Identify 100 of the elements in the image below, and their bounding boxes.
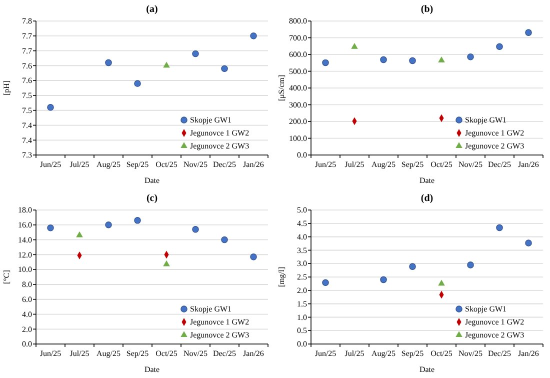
legend-label: Jegunovce 1 GW2 bbox=[190, 318, 250, 327]
y-tick-label: 14.0 bbox=[18, 235, 32, 244]
y-tick-label: 7.4 bbox=[22, 136, 32, 145]
y-tick-label: 3.5 bbox=[297, 246, 307, 255]
y-tick-label: 500.0 bbox=[289, 66, 307, 76]
legend-label: Skopje GW1 bbox=[465, 116, 507, 125]
point bbox=[351, 43, 358, 49]
y-tick-label: 800.0 bbox=[289, 16, 307, 26]
y-tick-label: 0.0 bbox=[22, 340, 32, 349]
y-tick-label: 4.0 bbox=[22, 310, 32, 319]
y-tick-label: 16.0 bbox=[18, 220, 32, 230]
legend-label: Jegunovce 1 GW2 bbox=[465, 128, 524, 138]
point bbox=[380, 276, 387, 284]
legend-label: Jegunovce 2 GW3 bbox=[190, 330, 250, 340]
x-tick-label: Nov/25 bbox=[184, 349, 208, 358]
y-axis-title: [mg/l] bbox=[277, 266, 286, 287]
x-tick-label: Jan/26 bbox=[518, 160, 539, 169]
x-tick-label: Jul/25 bbox=[70, 160, 90, 169]
point bbox=[322, 59, 329, 66]
point bbox=[525, 29, 532, 36]
point bbox=[105, 59, 112, 66]
point bbox=[76, 231, 83, 238]
point bbox=[322, 279, 329, 286]
y-tick-label: 0.5 bbox=[297, 326, 307, 336]
y-tick-label: 400.0 bbox=[289, 84, 307, 93]
x-axis-title: Date bbox=[144, 365, 160, 374]
x-tick-label: Aug/25 bbox=[96, 160, 120, 169]
y-tick-label: 8.0 bbox=[22, 280, 32, 290]
x-tick-label: Oct/25 bbox=[156, 160, 178, 169]
y-tick-label: 7.8 bbox=[22, 16, 32, 26]
y-tick-label: 18.0 bbox=[18, 206, 32, 215]
x-tick-label: Aug/25 bbox=[372, 160, 396, 169]
y-tick-label: 4.0 bbox=[297, 232, 307, 242]
y-tick-label: 2.0 bbox=[297, 286, 307, 296]
point bbox=[467, 53, 474, 60]
x-tick-label: Dec/25 bbox=[212, 160, 236, 169]
point bbox=[47, 104, 54, 111]
point bbox=[134, 80, 141, 87]
chart-title: (b) bbox=[420, 4, 434, 15]
x-tick-label: Jan/26 bbox=[243, 349, 264, 358]
y-tick-label: 7.7 bbox=[22, 32, 32, 41]
y-tick-label: 7.6 bbox=[22, 61, 32, 70]
point bbox=[438, 280, 445, 286]
y-tick-label: 6.0 bbox=[22, 294, 32, 304]
x-axis-title: Date bbox=[144, 176, 160, 185]
x-tick-label: Oct/25 bbox=[430, 160, 452, 169]
x-tick-label: Oct/25 bbox=[156, 349, 178, 358]
y-tick-label: 1.5 bbox=[297, 299, 307, 308]
point bbox=[467, 262, 474, 268]
y-tick-label: 200.0 bbox=[289, 117, 307, 126]
point bbox=[163, 260, 170, 266]
x-tick-label: Jul/25 bbox=[344, 349, 364, 358]
point bbox=[496, 43, 503, 50]
legend-label: Skopje GW1 bbox=[465, 304, 507, 314]
chart-title: (a) bbox=[146, 4, 158, 15]
point bbox=[409, 57, 416, 64]
y-tick-label: 5.0 bbox=[297, 206, 307, 215]
point bbox=[192, 50, 199, 58]
x-tick-label: Nov/25 bbox=[458, 349, 482, 358]
point bbox=[250, 254, 257, 260]
x-tick-label: Jan/26 bbox=[243, 160, 264, 169]
x-tick-label: Sep/25 bbox=[126, 160, 149, 169]
y-tick-label: 2.5 bbox=[297, 272, 307, 282]
point bbox=[496, 224, 503, 232]
point bbox=[105, 222, 112, 228]
y-tick-label: 600.0 bbox=[289, 50, 307, 60]
y-tick-label: 0.0 bbox=[297, 340, 307, 349]
y-tick-label: 12.0 bbox=[18, 250, 32, 260]
y-tick-label: 7.4 bbox=[22, 120, 32, 130]
y-tick-label: 7.5 bbox=[22, 106, 32, 115]
x-tick-label: Sep/25 bbox=[401, 349, 424, 358]
x-tick-label: Jun/25 bbox=[314, 349, 336, 358]
y-tick-label: 7.3 bbox=[22, 150, 32, 160]
x-tick-label: Jun/25 bbox=[40, 349, 62, 358]
x-tick-label: Jul/25 bbox=[70, 349, 90, 358]
y-tick-label: 10.0 bbox=[18, 265, 32, 274]
point bbox=[221, 65, 228, 72]
point bbox=[409, 263, 416, 270]
x-tick-label: Oct/25 bbox=[430, 349, 452, 358]
point bbox=[221, 236, 228, 244]
x-tick-label: Jun/25 bbox=[314, 160, 336, 169]
y-axis-title: [pH] bbox=[2, 80, 11, 96]
y-tick-label: 300.0 bbox=[289, 100, 307, 110]
legend-label: Jegunovce 2 GW3 bbox=[190, 142, 250, 151]
chart-title: (c) bbox=[146, 193, 158, 204]
y-tick-label: 4.5 bbox=[297, 219, 307, 228]
x-tick-label: Aug/25 bbox=[96, 349, 120, 358]
x-tick-label: Dec/25 bbox=[212, 349, 236, 358]
x-tick-label: Nov/25 bbox=[458, 160, 482, 169]
x-tick-label: Aug/25 bbox=[372, 349, 396, 358]
legend-label: Jegunovce 2 GW3 bbox=[465, 330, 524, 340]
point bbox=[250, 32, 257, 40]
x-tick-label: Jul/25 bbox=[344, 160, 364, 169]
y-tick-label: 700.0 bbox=[289, 33, 307, 42]
y-tick-label: 1.0 bbox=[297, 312, 307, 322]
x-tick-label: Dec/25 bbox=[488, 160, 512, 169]
x-tick-label: Dec/25 bbox=[488, 349, 512, 358]
chart-title: (d) bbox=[420, 193, 434, 204]
y-tick-label: 7.6 bbox=[22, 76, 32, 86]
y-tick-label: 0.0 bbox=[297, 150, 307, 160]
